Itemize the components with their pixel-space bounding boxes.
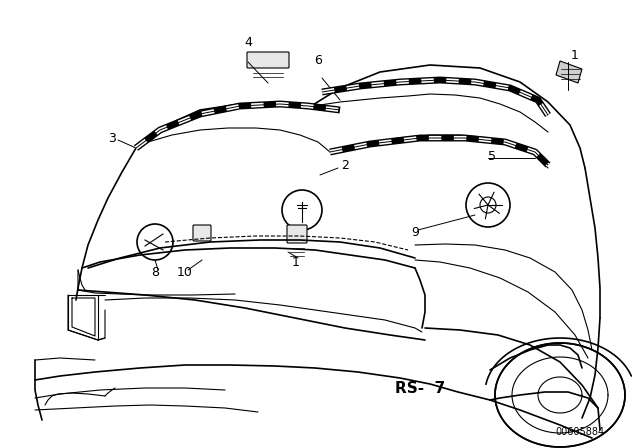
Text: 1: 1 xyxy=(292,255,300,268)
Polygon shape xyxy=(556,61,582,83)
Text: 3: 3 xyxy=(108,132,116,145)
FancyBboxPatch shape xyxy=(287,225,307,243)
Text: 4: 4 xyxy=(244,35,252,48)
FancyBboxPatch shape xyxy=(193,225,211,241)
Text: 2: 2 xyxy=(341,159,349,172)
Text: 9: 9 xyxy=(411,225,419,238)
Text: 6: 6 xyxy=(314,53,322,66)
Text: RS-  7: RS- 7 xyxy=(395,380,445,396)
Text: 1: 1 xyxy=(571,48,579,61)
Text: 8: 8 xyxy=(151,266,159,279)
Text: 10: 10 xyxy=(177,266,193,279)
Text: 5: 5 xyxy=(488,150,496,163)
Text: 00605884: 00605884 xyxy=(556,427,605,437)
FancyBboxPatch shape xyxy=(247,52,289,68)
